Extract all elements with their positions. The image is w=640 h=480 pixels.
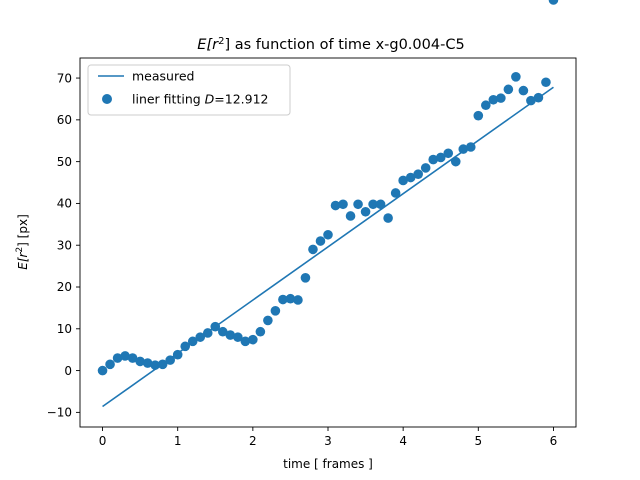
data-point bbox=[435, 152, 446, 163]
x-axis-label: time [ frames ] bbox=[283, 457, 373, 471]
data-point bbox=[338, 199, 348, 210]
data-point bbox=[127, 353, 138, 363]
data-point bbox=[240, 336, 251, 347]
y-tick-label: 70 bbox=[57, 71, 72, 85]
data-point bbox=[496, 93, 506, 103]
data-point bbox=[112, 353, 123, 363]
data-point bbox=[315, 236, 326, 246]
data-point bbox=[503, 84, 514, 95]
data-point bbox=[398, 175, 408, 186]
data-point bbox=[465, 142, 476, 152]
legend-box bbox=[87, 64, 291, 116]
data-point bbox=[180, 341, 191, 352]
y-axis-ticks: −10 0 10 20 30 40 50 60 70 bbox=[47, 71, 80, 420]
data-point bbox=[248, 334, 258, 345]
data-point bbox=[105, 359, 115, 370]
data-point bbox=[481, 100, 491, 111]
data-point bbox=[278, 294, 288, 305]
data-point bbox=[375, 199, 386, 210]
data-point bbox=[323, 229, 333, 240]
x-tick-label: 6 bbox=[550, 434, 558, 448]
data-point bbox=[150, 360, 160, 370]
data-point bbox=[390, 188, 401, 198]
y-axis-label: E[r2] [px] bbox=[15, 214, 30, 270]
data-point bbox=[300, 273, 311, 283]
data-point bbox=[172, 349, 183, 360]
data-point bbox=[405, 172, 416, 183]
data-point bbox=[518, 85, 529, 96]
data-point bbox=[210, 321, 221, 332]
x-tick-label: 4 bbox=[399, 434, 407, 448]
data-point bbox=[443, 148, 454, 159]
scatter-points bbox=[97, 0, 559, 376]
data-point bbox=[511, 72, 521, 82]
data-point bbox=[270, 306, 281, 316]
legend-label-measured: measured bbox=[132, 69, 194, 84]
legend-dot-marker bbox=[102, 94, 112, 104]
data-point bbox=[225, 330, 236, 340]
y-tick-label: 0 bbox=[64, 364, 72, 378]
data-point bbox=[233, 332, 243, 342]
y-tick-label: 40 bbox=[57, 197, 72, 211]
data-point bbox=[345, 211, 356, 221]
y-tick-label: 50 bbox=[57, 155, 72, 169]
x-tick-label: 1 bbox=[174, 434, 182, 448]
data-point bbox=[428, 154, 439, 165]
y-tick-label: 20 bbox=[57, 280, 72, 294]
legend-label-fit: liner fitting D=12.912 bbox=[132, 92, 269, 107]
legend: measured liner fitting D=12.912 bbox=[87, 64, 291, 116]
data-point bbox=[285, 293, 296, 304]
data-point bbox=[330, 200, 341, 211]
data-point bbox=[526, 95, 536, 106]
data-point bbox=[142, 358, 153, 368]
y-tick-label: −10 bbox=[47, 406, 72, 420]
data-point bbox=[360, 206, 371, 217]
x-tick-label: 2 bbox=[249, 434, 257, 448]
y-tick-label: 30 bbox=[57, 238, 72, 252]
data-point bbox=[541, 77, 551, 88]
data-point bbox=[120, 351, 130, 361]
y-tick-label: 10 bbox=[57, 322, 72, 336]
x-tick-label: 3 bbox=[324, 434, 332, 448]
data-point bbox=[450, 156, 461, 167]
chart-title: E[r2] as function of time x-g0.004-C5 bbox=[197, 36, 464, 54]
data-point bbox=[255, 326, 266, 337]
data-point bbox=[368, 199, 378, 210]
data-point bbox=[293, 295, 303, 305]
data-point bbox=[187, 336, 198, 347]
data-point bbox=[97, 365, 108, 376]
x-tick-label: 5 bbox=[474, 434, 482, 448]
data-point bbox=[473, 110, 484, 121]
y-tick-label: 60 bbox=[57, 113, 72, 127]
data-point bbox=[488, 94, 499, 105]
data-point bbox=[533, 92, 544, 103]
data-point bbox=[135, 356, 145, 367]
data-point bbox=[195, 332, 206, 342]
x-tick-label: 0 bbox=[99, 434, 107, 448]
data-point bbox=[420, 163, 431, 173]
data-point bbox=[383, 213, 393, 223]
x-axis-ticks: 0 1 2 3 4 5 6 bbox=[99, 427, 558, 448]
data-point bbox=[458, 144, 469, 154]
data-point bbox=[157, 359, 168, 370]
data-point bbox=[165, 355, 175, 365]
data-point bbox=[413, 169, 423, 179]
data-point bbox=[217, 326, 228, 337]
data-point bbox=[353, 199, 363, 210]
data-point bbox=[263, 315, 273, 326]
data-point bbox=[308, 244, 318, 255]
data-point bbox=[548, 0, 559, 5]
data-point bbox=[202, 328, 213, 338]
